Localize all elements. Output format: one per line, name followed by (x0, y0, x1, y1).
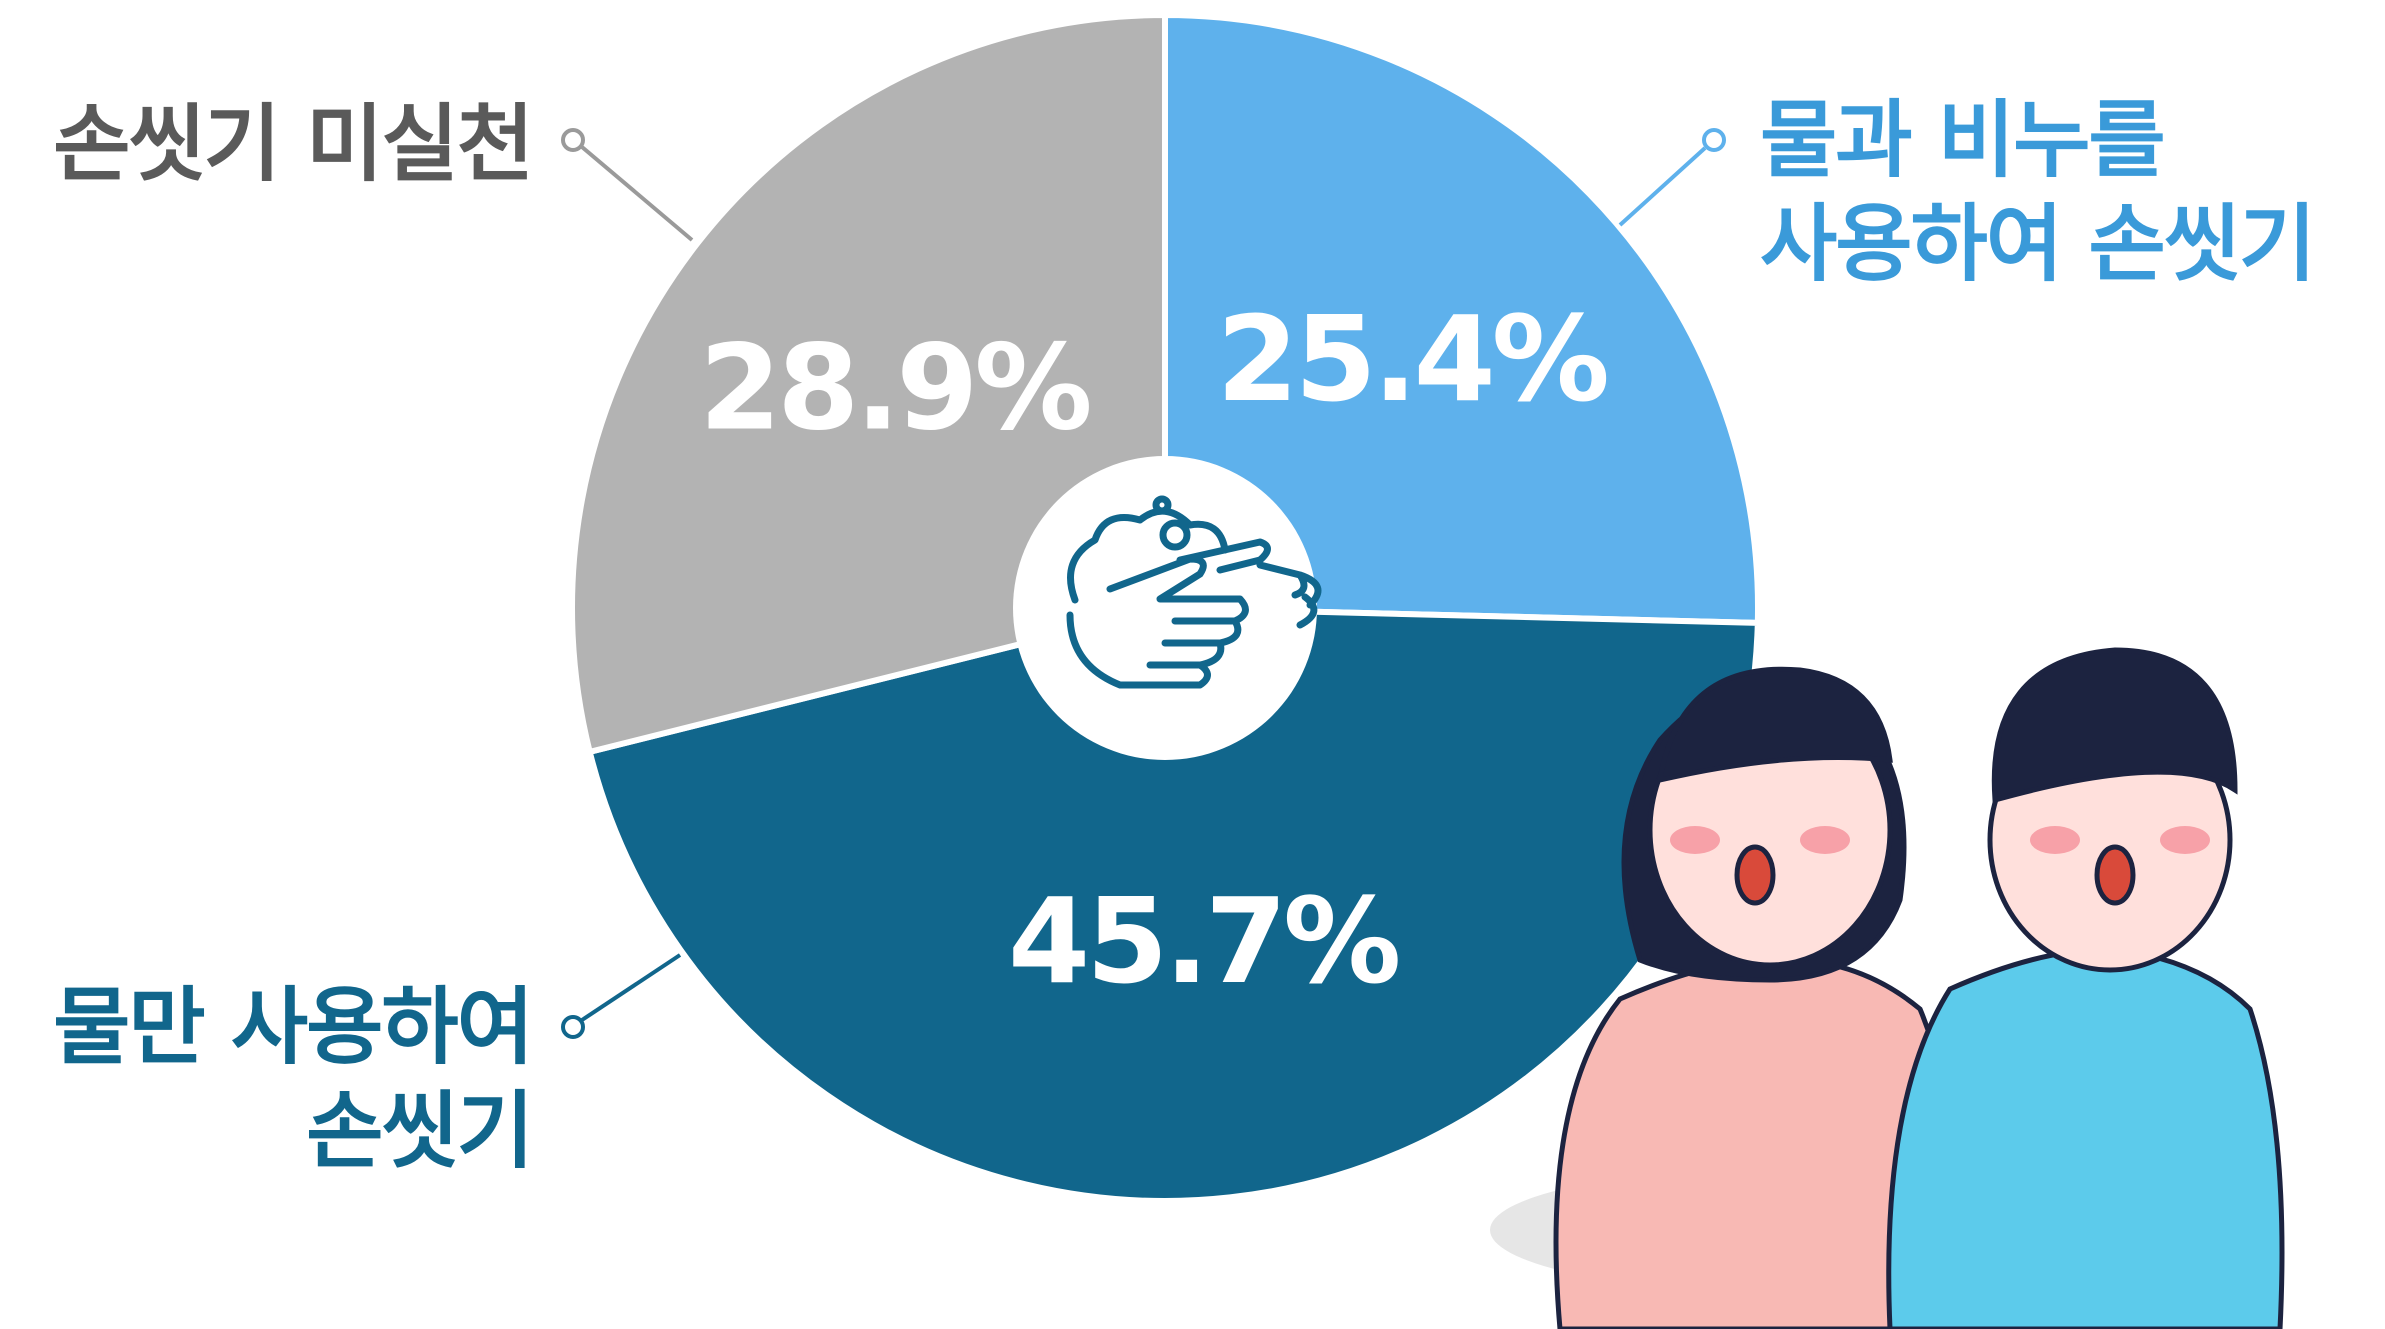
connector (580, 145, 694, 242)
category-label: 손씻기 미실천 (53, 95, 534, 193)
pie-slice (569, 11, 1168, 756)
connector-dot (561, 128, 585, 152)
category-label: 물만 사용하여 손씻기 (53, 978, 534, 1180)
value-labels: 25.4% 45.7% 28.9% (699, 290, 1610, 1010)
connector (1618, 146, 1707, 227)
connector-dot (561, 1015, 585, 1039)
center-icon (1013, 456, 1322, 760)
value-label: 25.4% (1217, 290, 1607, 428)
pie-slice (1162, 11, 1761, 626)
illustration (1490, 647, 2285, 1329)
pie (569, 11, 1761, 1204)
connector (580, 953, 682, 1022)
center-circle (1013, 456, 1317, 760)
value-label: 28.9% (699, 319, 1089, 457)
value-label: 45.7% (1008, 872, 1398, 1010)
connector-dot (1702, 128, 1726, 152)
connectors (561, 128, 1726, 1039)
category-label: 물과 비누를 사용하여 손씻기 (1760, 91, 2316, 293)
